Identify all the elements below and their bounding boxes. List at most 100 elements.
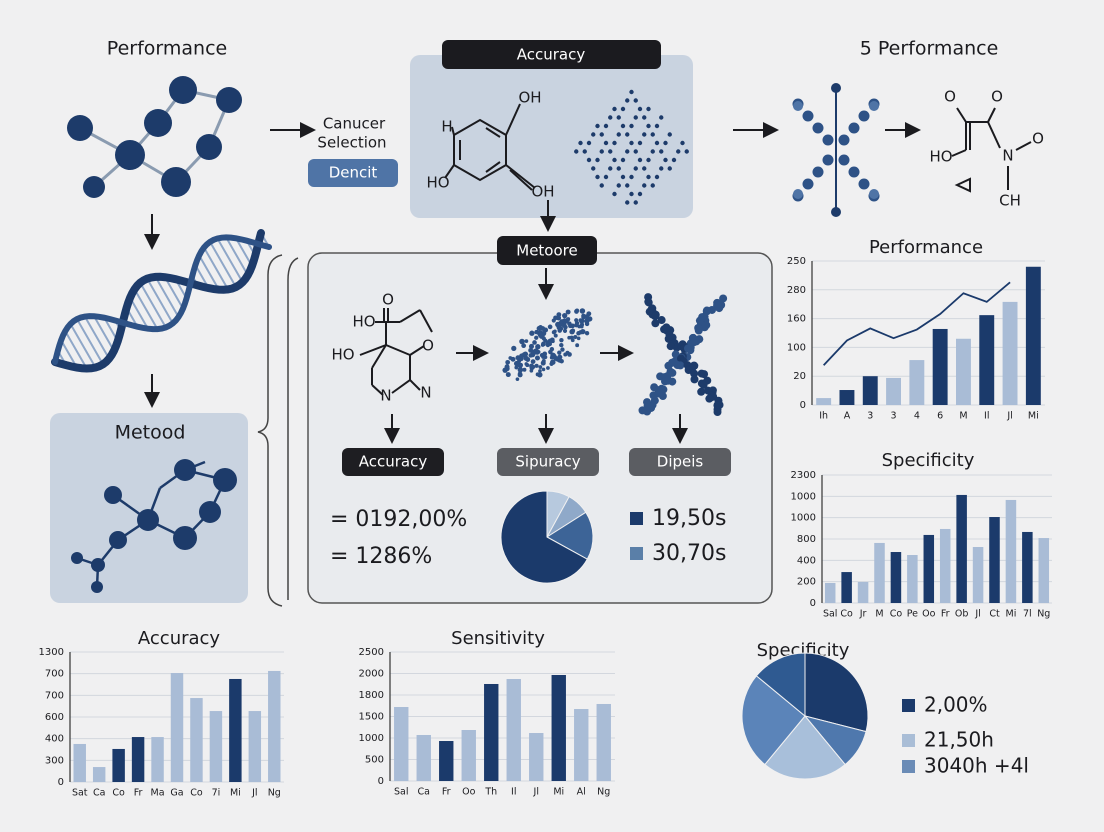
lattice-dot [646,174,651,180]
x-tick-label: Sat [72,788,88,799]
x-tick-label: Mi [230,788,241,799]
atom [793,101,803,111]
atom [869,101,879,111]
y-tick-label: 2500 [359,647,384,658]
button[interactable] [308,159,398,187]
lattice-dot [612,191,617,197]
helix-rung [69,323,97,369]
atom [838,134,850,146]
y-tick-label: 0 [800,400,806,411]
helix-rung [133,288,159,330]
particle [551,339,555,344]
atom-label: O [1032,130,1044,148]
particle [673,361,682,370]
x-tick-label: Co [112,788,125,799]
lattice-dot [625,200,630,205]
particle [575,343,580,348]
atom-label: O [991,88,1003,106]
particle [700,370,709,379]
particle [553,333,558,338]
particle [508,356,513,360]
bar [907,555,918,603]
lattice-dot [612,157,617,163]
particle [538,365,543,369]
atom-label: O [422,337,434,355]
x-tick-label: Mi [553,787,564,798]
helix-rung [225,236,249,276]
particle [563,352,568,357]
lattice-dot [642,115,647,120]
atom [812,166,824,178]
particle [573,335,578,340]
bar [890,552,902,603]
y-tick-label: 0 [378,776,384,787]
particle [690,375,699,384]
particle [581,313,586,319]
lattice-dot [646,123,651,129]
lattice-dot [633,149,638,154]
bar [112,748,125,782]
particle [528,353,534,358]
bar [574,709,589,781]
lattice-dot [633,200,638,205]
particle [547,324,553,330]
lattice-dot [616,132,621,137]
helix-rung [84,316,110,360]
particle-clusters [502,293,728,417]
particle [559,342,564,348]
x-tick-label: A [844,411,851,422]
helix-rung [209,241,237,288]
header-pill-label: Accuracy [517,46,586,64]
lattice-dot [667,166,672,171]
bar [248,711,262,782]
y-tick-label: 1500 [359,712,384,723]
pie-slice [804,652,869,733]
pie-slice [500,490,588,584]
atom [858,110,870,122]
particle [536,325,542,331]
particle [651,319,660,328]
y-tick-label: 160 [787,314,806,325]
particle [524,339,529,343]
atom-label: HO [331,346,354,364]
bar [955,338,971,405]
line [822,281,1011,366]
dna-helix [51,229,273,373]
particle [557,354,563,360]
particle [565,309,571,315]
bar [596,703,611,781]
particle [649,391,658,400]
lattice-dot [650,132,655,137]
atom [848,166,860,178]
button-label[interactable]: Dencit [329,164,378,182]
particle [664,334,673,343]
x-tick-label: Oo [922,609,935,620]
particle [528,347,534,353]
lattice [574,89,689,205]
particle [694,326,703,335]
molecule-atoms [67,76,242,198]
lattice-dot [612,140,617,146]
particle [657,316,666,325]
y-tick-label: 20 [793,371,806,382]
lattice-dot [659,149,664,154]
lattice-dot [574,149,579,154]
y-tick-label: 700 [45,690,64,701]
lattice-dot [620,174,626,180]
lattice-dot [650,149,655,154]
lattice-dot [654,174,660,180]
x-tick-label: Ga [170,788,183,799]
bar [551,675,566,781]
particle [540,326,546,331]
chart-title: Specificity [757,640,850,661]
pie-slice [741,675,806,766]
lattice-dot [616,166,621,171]
particle [715,400,724,409]
y-tick-label: 100 [787,342,806,353]
particle [523,355,529,361]
y-tick-label: 0 [810,598,816,609]
pie-slice [764,715,846,780]
legend-swatch [902,760,915,773]
particle [519,338,525,345]
lattice-dot [671,157,677,163]
